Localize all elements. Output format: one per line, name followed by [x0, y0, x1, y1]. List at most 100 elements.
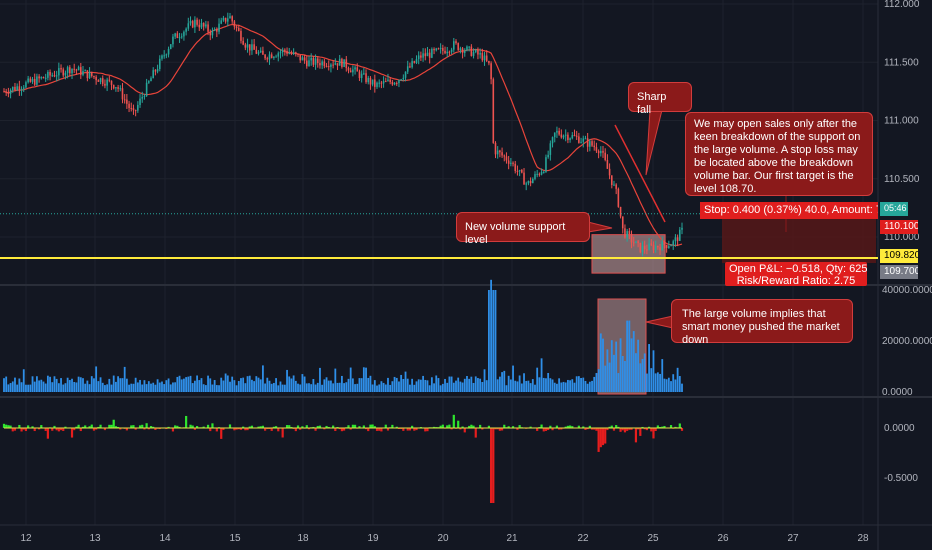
- stop-price-label: 110.100: [880, 220, 918, 234]
- oscillator-bar: [27, 425, 30, 428]
- volume-bar: [125, 378, 128, 392]
- volume-bar: [512, 365, 514, 392]
- note-large-volume[interactable]: The large volume implies that smart mone…: [671, 299, 853, 346]
- oscillator-bar: [220, 428, 223, 439]
- oscillator-bar: [386, 428, 390, 431]
- oscillator-bar: [191, 425, 194, 428]
- oscillator-bar: [272, 426, 275, 428]
- oscillator-tick-label: -0.5000: [884, 473, 918, 484]
- oscillator-bar: [244, 428, 247, 431]
- volume-bar: [448, 376, 451, 392]
- oscillator-bar: [536, 428, 539, 431]
- volume-bar: [369, 375, 372, 392]
- oscillator-bar: [178, 426, 181, 428]
- volume-bar: [200, 378, 203, 392]
- volume-bar: [240, 378, 242, 392]
- candle-body: [47, 71, 49, 78]
- candle-body: [209, 31, 212, 36]
- volume-bar: [9, 383, 12, 392]
- volume-bar: [101, 382, 104, 392]
- pnl-info-box[interactable]: Open P&L: −0.518, Qty: 625 Risk/Reward R…: [725, 262, 867, 286]
- candle-body: [139, 98, 141, 105]
- volume-bar: [641, 358, 644, 392]
- oscillator-bar: [487, 425, 491, 428]
- volume-bar: [483, 369, 486, 392]
- candle-body: [582, 138, 585, 142]
- candle-body: [409, 66, 411, 68]
- note-sharp-fall[interactable]: Sharp fall: [628, 82, 692, 116]
- candle-body: [573, 135, 576, 137]
- candle-body: [216, 29, 218, 32]
- volume-bar: [588, 381, 591, 392]
- volume-bar: [345, 382, 348, 392]
- support-zone-box: [591, 234, 666, 274]
- candle-body: [205, 24, 207, 27]
- volume-bar: [551, 379, 554, 392]
- candle-body: [62, 69, 65, 76]
- candle-body: [617, 188, 620, 207]
- volume-bar: [294, 380, 297, 392]
- volume-bar: [575, 376, 578, 392]
- volume-bar: [341, 375, 343, 392]
- volume-bar: [244, 383, 247, 392]
- oscillator-bar: [95, 428, 98, 430]
- volume-bar: [321, 384, 324, 392]
- volume-bar: [485, 380, 488, 392]
- candle-body: [657, 246, 659, 248]
- oscillator-bar: [459, 428, 462, 430]
- volume-bar: [459, 381, 462, 392]
- candles: [3, 12, 683, 257]
- volume-bar: [327, 380, 330, 392]
- volume-bar: [505, 385, 508, 392]
- candle-body: [343, 59, 345, 67]
- candle-body: [108, 79, 111, 81]
- volume-tick-label: 0.0000: [882, 387, 913, 398]
- oscillator-bar: [547, 428, 550, 431]
- oscillator-bar: [110, 424, 113, 428]
- volume-bar: [7, 384, 10, 392]
- note-support-level[interactable]: New volume support level: [456, 212, 590, 246]
- volume-bar: [123, 366, 126, 392]
- oscillator-bar: [130, 425, 133, 428]
- volume-bar: [626, 320, 629, 392]
- oscillator-bar: [228, 424, 232, 428]
- oscillator-bar: [59, 428, 63, 431]
- volume-bar: [415, 381, 418, 392]
- volume-bar: [428, 385, 431, 392]
- candle-body: [11, 86, 14, 90]
- price-tick-label: 112.000: [884, 0, 920, 10]
- oscillator-bar: [261, 425, 265, 428]
- candle-body: [474, 49, 477, 53]
- oscillator-bar: [395, 426, 398, 428]
- oscillator-bar: [211, 423, 214, 428]
- oscillator-bar: [516, 428, 519, 430]
- volume-bar: [356, 383, 359, 392]
- oscillator-bar: [7, 425, 10, 428]
- oscillator-bar: [167, 426, 170, 428]
- candle-body: [5, 91, 7, 94]
- volume-bar: [189, 375, 192, 392]
- candle-body: [49, 71, 51, 76]
- oscillator-bar: [189, 424, 192, 428]
- volume-bar: [648, 344, 650, 392]
- oscillator-bar: [568, 425, 572, 428]
- volume-bar: [444, 378, 446, 392]
- note-trade-plan[interactable]: We may open sales only after the keen br…: [685, 112, 873, 196]
- volume-bar: [362, 367, 365, 392]
- candle-body: [619, 206, 622, 217]
- oscillator-bar: [507, 426, 510, 428]
- volume-bar: [540, 358, 543, 392]
- volume-bar: [441, 383, 444, 392]
- stop-info-box[interactable]: Stop: 0.400 (0.37%) 40.0, Amount: 7: [700, 202, 878, 219]
- volume-bar: [220, 377, 223, 392]
- oscillator-bar: [40, 425, 43, 428]
- candle-body: [60, 68, 62, 70]
- candle-body: [25, 82, 27, 88]
- oscillator-bar: [38, 428, 41, 430]
- oscillator-bar: [470, 424, 473, 428]
- date-tick-label: 13: [89, 533, 101, 544]
- oscillator-bar: [593, 428, 596, 430]
- oscillator-bar: [209, 428, 212, 432]
- volume-bar: [417, 379, 420, 392]
- oscillator-bar: [586, 428, 589, 430]
